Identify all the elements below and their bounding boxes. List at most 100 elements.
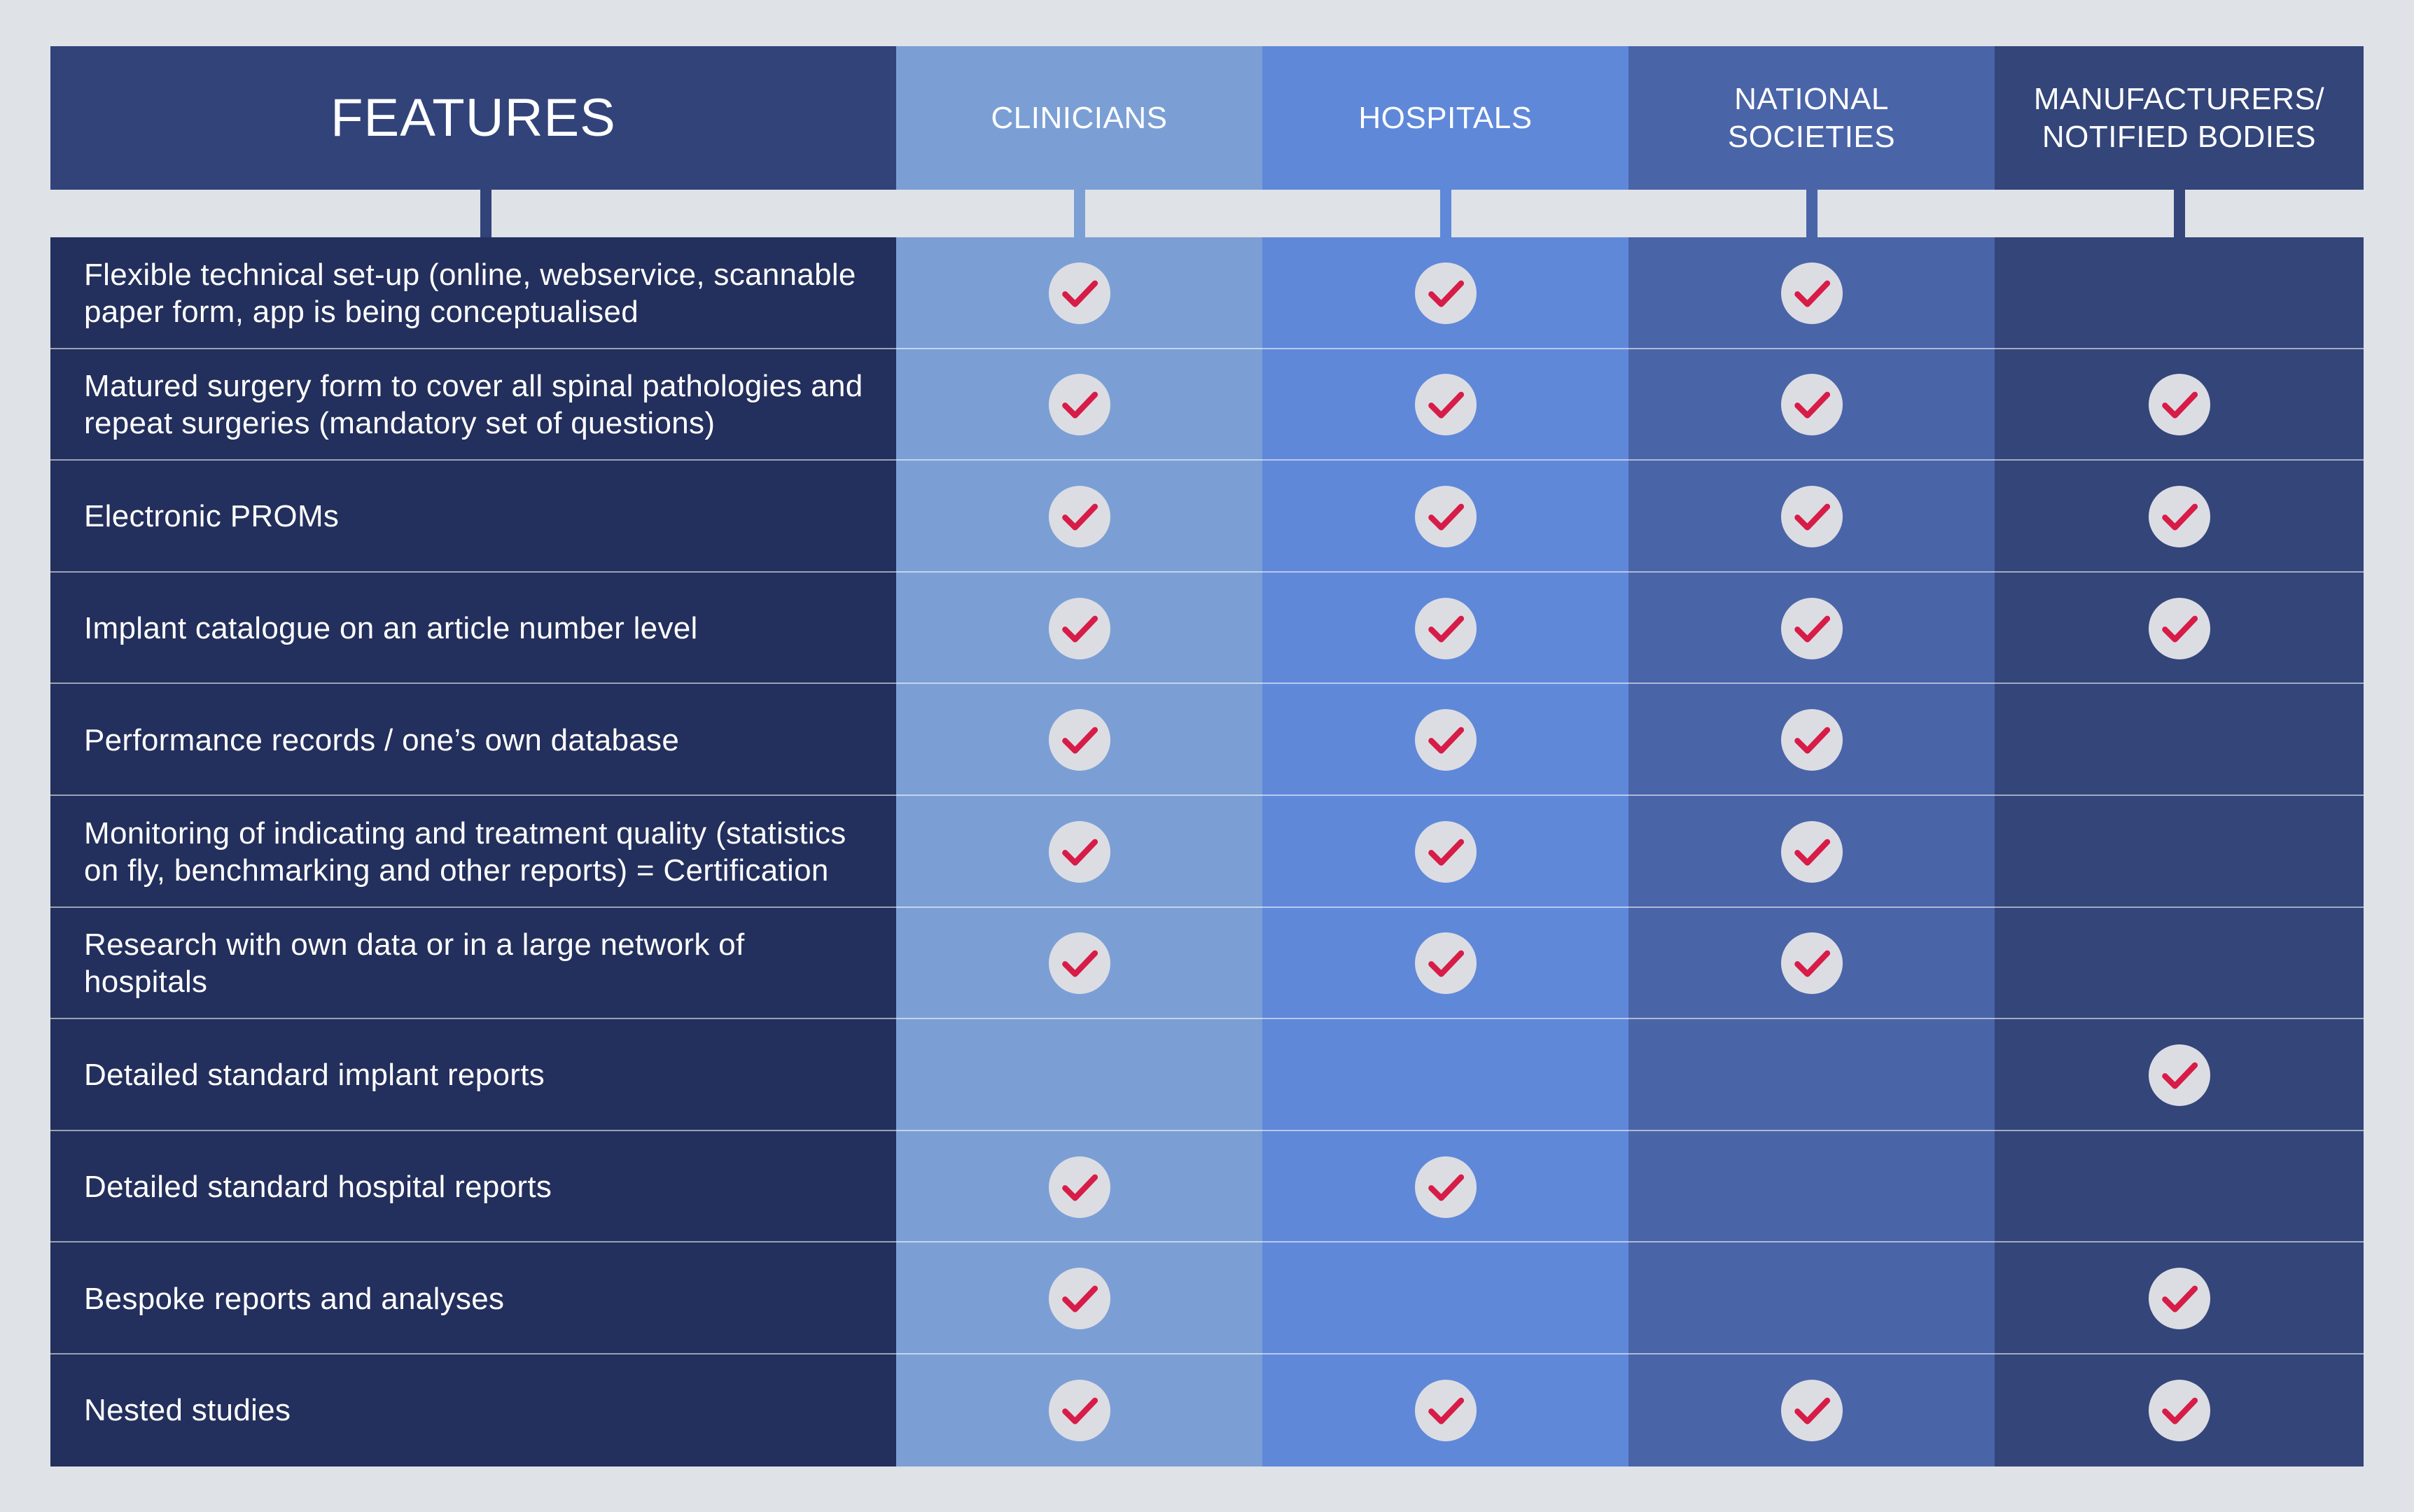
table-row: Implant catalogue on an article number l…	[50, 573, 2364, 685]
header-connector	[1806, 190, 1818, 237]
checkmark-icon	[1061, 839, 1098, 866]
column-header-manufacturers: MANUFACTURERS/ NOTIFIED BODIES	[1995, 46, 2364, 190]
check-circle-icon	[1780, 597, 1843, 659]
check-circle-icon	[2148, 1379, 2210, 1441]
row-divider	[50, 570, 2364, 573]
check-circle-icon	[1780, 485, 1843, 547]
check-circle-icon	[1414, 262, 1477, 324]
checkmark-icon	[1428, 727, 1464, 754]
feature-label: Detailed standard hospital reports	[84, 1170, 552, 1205]
check-circle-icon	[1048, 597, 1110, 659]
check-circle-icon	[2148, 1044, 2210, 1106]
check-circle-icon	[2148, 1268, 2210, 1330]
check-circle-icon	[1780, 374, 1843, 436]
check-circle-icon	[2148, 374, 2210, 436]
checkmark-icon	[1061, 1174, 1098, 1201]
features-column	[50, 237, 896, 1466]
checkmark-icon	[1428, 392, 1464, 419]
table-row: Detailed standard implant reports	[50, 1019, 2364, 1131]
checkmark-icon	[2161, 615, 2198, 643]
checkmark-icon	[1061, 951, 1098, 978]
checkmark-icon	[1061, 503, 1098, 531]
check-circle-icon	[1414, 1156, 1477, 1218]
check-circle-icon	[1048, 485, 1110, 547]
column-header-national-societies: NATIONAL SOCIETIES	[1628, 46, 1995, 190]
table-row: Flexible technical set-up (online, webse…	[50, 237, 2364, 349]
check-circle-icon	[1414, 374, 1477, 436]
check-circle-icon	[1048, 374, 1110, 436]
table-row: Bespoke reports and analyses	[50, 1242, 2364, 1354]
feature-label: Performance records / one’s own database	[84, 722, 680, 757]
column-header-hospitals: HOSPITALS	[1262, 46, 1628, 190]
table-row: Detailed standard hospital reports	[50, 1131, 2364, 1243]
check-circle-icon	[1048, 932, 1110, 995]
feature-label: Electronic PROMs	[84, 499, 340, 534]
feature-label: Nested studies	[84, 1393, 291, 1428]
row-divider	[50, 682, 2364, 685]
column-header-clinicians: CLINICIANS	[896, 46, 1262, 190]
features-header: FEATURES	[50, 46, 896, 190]
check-circle-icon	[1414, 597, 1477, 659]
checkmark-icon	[1061, 615, 1098, 643]
checkmark-icon	[1061, 392, 1098, 419]
checkmark-icon	[1794, 503, 1830, 531]
check-circle-icon	[1048, 1379, 1110, 1441]
check-circle-icon	[1414, 485, 1477, 547]
check-circle-icon	[1048, 262, 1110, 324]
check-circle-icon	[1414, 932, 1477, 995]
checkmark-icon	[1794, 392, 1830, 419]
features-header-label: FEATURES	[330, 88, 616, 148]
row-divider	[50, 347, 2364, 349]
check-circle-icon	[2148, 597, 2210, 659]
checkmark-icon	[2161, 1062, 2198, 1089]
check-circle-icon	[1048, 820, 1110, 883]
checkmark-icon	[1794, 615, 1830, 643]
column-header-label: NATIONAL SOCIETIES	[1727, 81, 1896, 154]
checkmark-icon	[1794, 280, 1830, 307]
checkmark-icon	[2161, 503, 2198, 531]
row-divider	[50, 794, 2364, 796]
header-connector	[1073, 190, 1085, 237]
checkmark-icon	[1428, 1174, 1464, 1201]
check-circle-icon	[1780, 709, 1843, 771]
check-circle-icon	[1780, 262, 1843, 324]
check-circle-icon	[1414, 709, 1477, 771]
column-header-label: CLINICIANS	[991, 100, 1168, 135]
manufacturers-column	[1995, 237, 2364, 1466]
checkmark-icon	[1061, 727, 1098, 754]
checkmark-icon	[2161, 1397, 2198, 1424]
checkmark-icon	[1428, 615, 1464, 643]
check-circle-icon	[1048, 1268, 1110, 1330]
check-circle-icon	[2148, 485, 2210, 547]
column-header-label: HOSPITALS	[1358, 100, 1533, 135]
checkmark-icon	[1794, 1397, 1830, 1424]
row-divider	[50, 1241, 2364, 1243]
check-circle-icon	[1414, 1379, 1477, 1441]
table-row: Matured surgery form to cover all spinal…	[50, 349, 2364, 461]
table-row: Performance records / one’s own database	[50, 684, 2364, 796]
checkmark-icon	[1428, 951, 1464, 978]
table-row: Monitoring of indicating and treatment q…	[50, 796, 2364, 908]
row-divider	[50, 1352, 2364, 1354]
checkmark-icon	[1428, 839, 1464, 866]
row-divider	[50, 906, 2364, 908]
checkmark-icon	[1428, 503, 1464, 531]
check-circle-icon	[1780, 1379, 1843, 1441]
check-circle-icon	[1048, 1156, 1110, 1218]
header-connector	[1439, 190, 1451, 237]
checkmark-icon	[1061, 1285, 1098, 1312]
feature-label: Detailed standard implant reports	[84, 1058, 545, 1093]
checkmark-icon	[1061, 280, 1098, 307]
check-circle-icon	[1414, 820, 1477, 883]
checkmark-icon	[2161, 1285, 2198, 1312]
column-header-label: MANUFACTURERS/ NOTIFIED BODIES	[2033, 81, 2325, 154]
feature-label: Monitoring of indicating and treatment q…	[84, 816, 846, 888]
header-connector	[2173, 190, 2185, 237]
row-divider	[50, 1018, 2364, 1020]
checkmark-icon	[1794, 727, 1830, 754]
checkmark-icon	[1794, 951, 1830, 978]
feature-label: Research with own data or in a large net…	[84, 927, 745, 1000]
check-circle-icon	[1780, 932, 1843, 995]
feature-label: Implant catalogue on an article number l…	[84, 611, 698, 646]
header-connector	[480, 190, 491, 237]
